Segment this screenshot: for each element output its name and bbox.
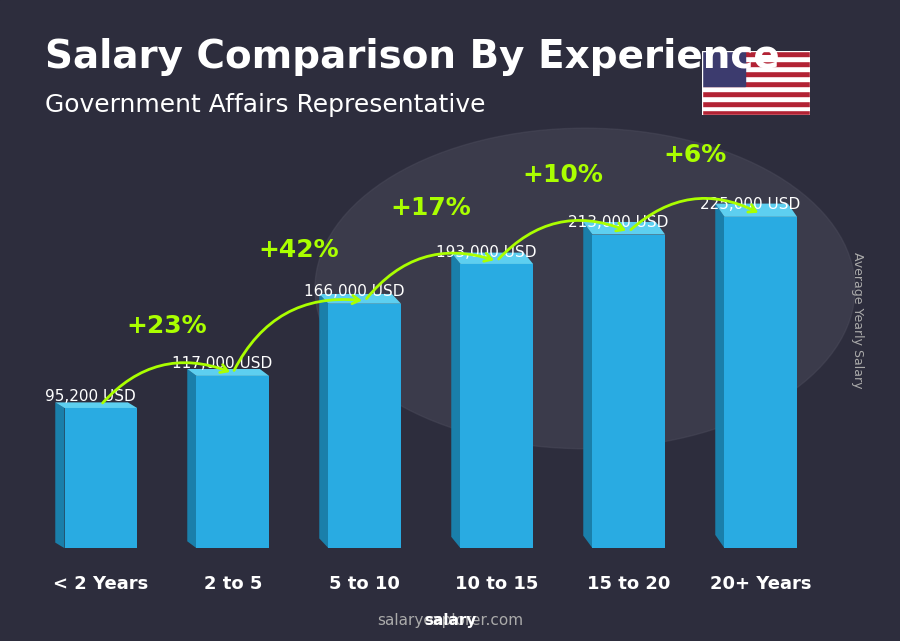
Text: +17%: +17% [391,196,472,220]
Polygon shape [716,204,724,548]
Bar [702,91,810,96]
Polygon shape [55,403,137,408]
Polygon shape [451,253,461,548]
Bar [702,51,745,86]
Text: 5 to 10: 5 to 10 [329,575,400,593]
Text: Average Yearly Salary: Average Yearly Salary [851,253,864,388]
Bar [724,217,797,548]
Text: 193,000 USD: 193,000 USD [436,245,536,260]
Bar [702,71,810,76]
Text: Government Affairs Representative: Government Affairs Representative [45,93,485,117]
Text: +23%: +23% [127,313,207,338]
Bar [702,96,810,101]
Ellipse shape [315,128,855,449]
Text: +10%: +10% [522,163,603,187]
Bar [461,264,533,548]
Text: +42%: +42% [258,238,339,263]
Text: 213,000 USD: 213,000 USD [568,215,669,230]
Bar [702,51,810,56]
Polygon shape [320,294,401,304]
Polygon shape [320,294,328,548]
Bar [65,408,137,548]
Polygon shape [716,204,797,217]
Bar [702,66,810,71]
Text: 10 to 15: 10 to 15 [455,575,538,593]
Bar [702,101,810,106]
Text: salaryexplorer.com: salaryexplorer.com [377,613,523,628]
Bar [702,76,810,81]
Bar [702,110,810,115]
Bar [328,304,401,548]
Polygon shape [55,403,65,548]
Bar [702,56,810,61]
Polygon shape [187,369,196,548]
Bar [702,81,810,86]
Text: salary: salary [424,613,476,628]
Polygon shape [583,222,665,235]
Bar [592,235,665,548]
Text: 117,000 USD: 117,000 USD [172,356,273,372]
Text: 225,000 USD: 225,000 USD [700,197,800,212]
Text: 95,200 USD: 95,200 USD [45,388,136,404]
Text: 20+ Years: 20+ Years [710,575,812,593]
Text: +6%: +6% [663,143,726,167]
Bar [702,61,810,66]
Bar [702,106,810,110]
Polygon shape [451,253,533,264]
Text: 166,000 USD: 166,000 USD [304,285,404,299]
Text: 15 to 20: 15 to 20 [587,575,670,593]
Polygon shape [187,369,269,376]
Text: 2 to 5: 2 to 5 [203,575,262,593]
Polygon shape [583,222,592,548]
Bar [196,376,269,548]
Text: < 2 Years: < 2 Years [53,575,148,593]
Text: Salary Comparison By Experience: Salary Comparison By Experience [45,38,779,76]
Bar [702,86,810,91]
